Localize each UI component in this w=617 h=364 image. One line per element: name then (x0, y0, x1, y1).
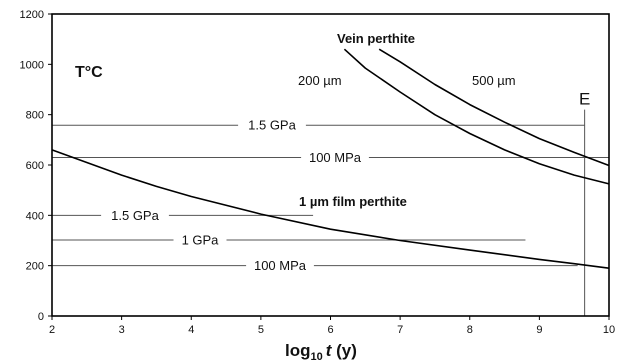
plot-frame (51, 13, 610, 317)
y-unit-label: T°C (75, 64, 103, 81)
y-tick-label: 600 (26, 160, 44, 172)
y-tick-label: 400 (26, 210, 44, 222)
pressure-label: 1.5 GPa (111, 208, 159, 223)
y-tick-label: 800 (26, 110, 44, 122)
pressure-label: 100 MPa (254, 258, 307, 273)
annotation-200um: 200 µm (298, 73, 342, 88)
plot-border (51, 13, 610, 317)
series-line (51, 149, 610, 269)
axis-ticks: 2 3 4 5 6 7 8 9 10 0 200 400 600 800 1000 1200 (20, 9, 616, 336)
x-tick-label: 9 (536, 324, 542, 336)
y-tick-label: 1200 (20, 9, 44, 21)
annotation-500um: 500 µm (472, 73, 516, 88)
annotation-film-perthite: 1 µm film perthite (299, 194, 407, 209)
y-tick-label: 200 (26, 261, 44, 273)
x-tick-label: 5 (258, 324, 264, 336)
x-axis-label: log10 t (y) (285, 341, 357, 363)
x-tick-label: 6 (327, 324, 333, 336)
annotation-vein-perthite: Vein perthite (337, 31, 415, 46)
pressure-label: 100 MPa (309, 150, 362, 165)
pressure-label: 1.5 GPa (248, 118, 296, 133)
marker-label-e: E (579, 90, 590, 109)
x-tick-label: 4 (188, 324, 194, 336)
series-line (378, 48, 610, 167)
x-tick-label: 3 (119, 324, 125, 336)
pressure-lines: 1.5 GPa 100 MPa 1.5 GPa 1 GPa 100 MPa E (52, 90, 609, 316)
curves (51, 48, 610, 269)
series-line (343, 48, 610, 185)
y-tick-label: 0 (38, 311, 44, 323)
y-tick-label: 1000 (20, 59, 44, 71)
x-tick-label: 8 (467, 324, 473, 336)
x-tick-label: 10 (603, 324, 615, 336)
x-tick-label: 2 (49, 324, 55, 336)
pressure-label: 1 GPa (182, 232, 220, 247)
x-tick-label: 7 (397, 324, 403, 336)
